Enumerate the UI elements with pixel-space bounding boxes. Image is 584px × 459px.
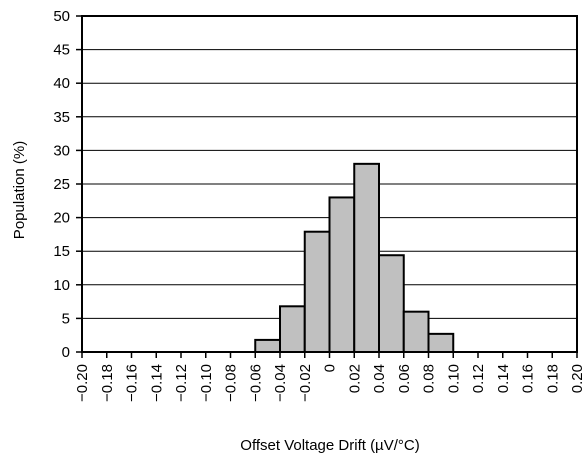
- x-tick-label-10: 0: [322, 364, 339, 372]
- x-tick-label-6: −0.08: [223, 364, 240, 402]
- histogram-bar-7: [427, 332, 455, 353]
- x-axis-title: Offset Voltage Drift (µV/°C): [240, 437, 419, 454]
- x-tick-label-1: −0.18: [99, 364, 116, 402]
- histogram-bar-5: [378, 254, 405, 353]
- x-tick-label-5: −0.10: [198, 364, 215, 402]
- y-axis-ticks: 0 5 10 15 20 25 30 35 40 45 50: [53, 8, 82, 361]
- x-tick-label-20: 0.20: [569, 364, 584, 393]
- y-tick-label-9: 45: [53, 42, 70, 59]
- x-tick-label-13: 0.06: [396, 364, 413, 393]
- y-tick-label-1: 5: [62, 310, 70, 327]
- y-tick-label-10: 50: [53, 8, 70, 25]
- y-tick-label-7: 35: [53, 109, 70, 126]
- x-axis-ticks: −0.20 −0.18 −0.16 −0.14 −0.12 −0.10 −0.08 −0.06…: [74, 352, 584, 402]
- x-tick-label-4: −0.12: [173, 364, 190, 402]
- x-tick-label-11: 0.02: [346, 364, 363, 393]
- x-tick-label-9: −0.02: [297, 364, 314, 402]
- histogram-bar-0: [254, 338, 281, 353]
- histogram-bar-2: [303, 230, 331, 354]
- y-axis-title: Population (%): [11, 141, 28, 239]
- x-tick-label-7: −0.06: [247, 364, 264, 402]
- y-tick-label-0: 0: [62, 344, 70, 361]
- x-tick-label-14: 0.08: [421, 364, 438, 393]
- histogram-bar-3: [328, 196, 356, 353]
- y-tick-label-2: 10: [53, 277, 70, 294]
- x-tick-label-17: 0.14: [495, 364, 512, 393]
- x-tick-label-8: −0.04: [272, 364, 289, 402]
- y-tick-label-5: 25: [53, 176, 70, 193]
- grid-lines: [82, 49, 577, 319]
- histogram-bar-4: [353, 162, 380, 353]
- x-tick-label-15: 0.10: [445, 364, 462, 393]
- y-tick-label-8: 40: [53, 75, 70, 92]
- x-tick-label-16: 0.12: [470, 364, 487, 393]
- x-tick-label-2: −0.16: [124, 364, 141, 402]
- y-tick-label-6: 30: [53, 142, 70, 159]
- x-tick-label-0: −0.20: [74, 364, 91, 402]
- y-tick-label-3: 15: [53, 243, 70, 260]
- histogram-bar-6: [402, 310, 430, 353]
- y-tick-label-4: 20: [53, 210, 70, 227]
- x-tick-label-12: 0.04: [371, 364, 388, 393]
- x-tick-label-19: 0.18: [544, 364, 561, 393]
- x-tick-label-3: −0.14: [148, 364, 165, 402]
- histogram-bars: [254, 162, 455, 354]
- histogram-bar-1: [279, 305, 306, 353]
- x-tick-label-18: 0.16: [520, 364, 537, 393]
